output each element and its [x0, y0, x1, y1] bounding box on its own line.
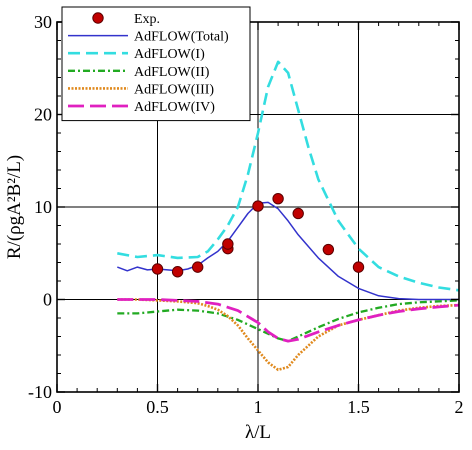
- x-tick-label: 0: [53, 397, 62, 417]
- legend-label: AdFLOW(IV): [134, 100, 215, 115]
- legend-label: AdFLOW(Total): [134, 30, 229, 45]
- legend-label: AdFLOW(III): [134, 82, 214, 97]
- data-point-marker: [171, 266, 184, 278]
- y-tick-label: 10: [34, 197, 52, 217]
- data-point-marker: [252, 200, 264, 212]
- x-axis-label: λ/L: [245, 422, 271, 443]
- y-axis-label: R/(ρgA²B²/L): [4, 155, 25, 259]
- series-line: [117, 298, 460, 372]
- legend-label: Exp.: [134, 12, 160, 27]
- data-point-marker: [322, 243, 335, 256]
- legend-marker: [92, 12, 104, 24]
- x-tick-label: 1: [254, 397, 263, 417]
- x-tick-label: 2: [455, 397, 464, 417]
- data-point-marker: [222, 238, 234, 250]
- data-point-marker: [292, 207, 304, 220]
- data-point-marker: [272, 192, 284, 205]
- x-tick-label: 0.5: [146, 397, 169, 417]
- data-point-marker: [352, 261, 365, 273]
- y-tick-label: -10: [28, 382, 52, 402]
- legend: Exp. AdFLOW(Total) AdFLOW(I) AdFLOW(II) AdFL…: [61, 6, 251, 122]
- data-point-marker: [192, 261, 204, 273]
- y-tick-label: 0: [43, 290, 52, 310]
- legend-label: AdFLOW(I): [134, 47, 205, 62]
- series-line: [117, 60, 460, 292]
- y-tick-label: 30: [34, 12, 52, 32]
- legend-label: AdFLOW(II): [134, 65, 210, 80]
- series-layer: [117, 60, 460, 372]
- legend-box: [61, 6, 251, 122]
- data-point-marker: [151, 263, 164, 275]
- y-tick-label: 20: [34, 105, 52, 125]
- x-tick-label: 1.5: [347, 397, 370, 417]
- series-line: [117, 298, 460, 343]
